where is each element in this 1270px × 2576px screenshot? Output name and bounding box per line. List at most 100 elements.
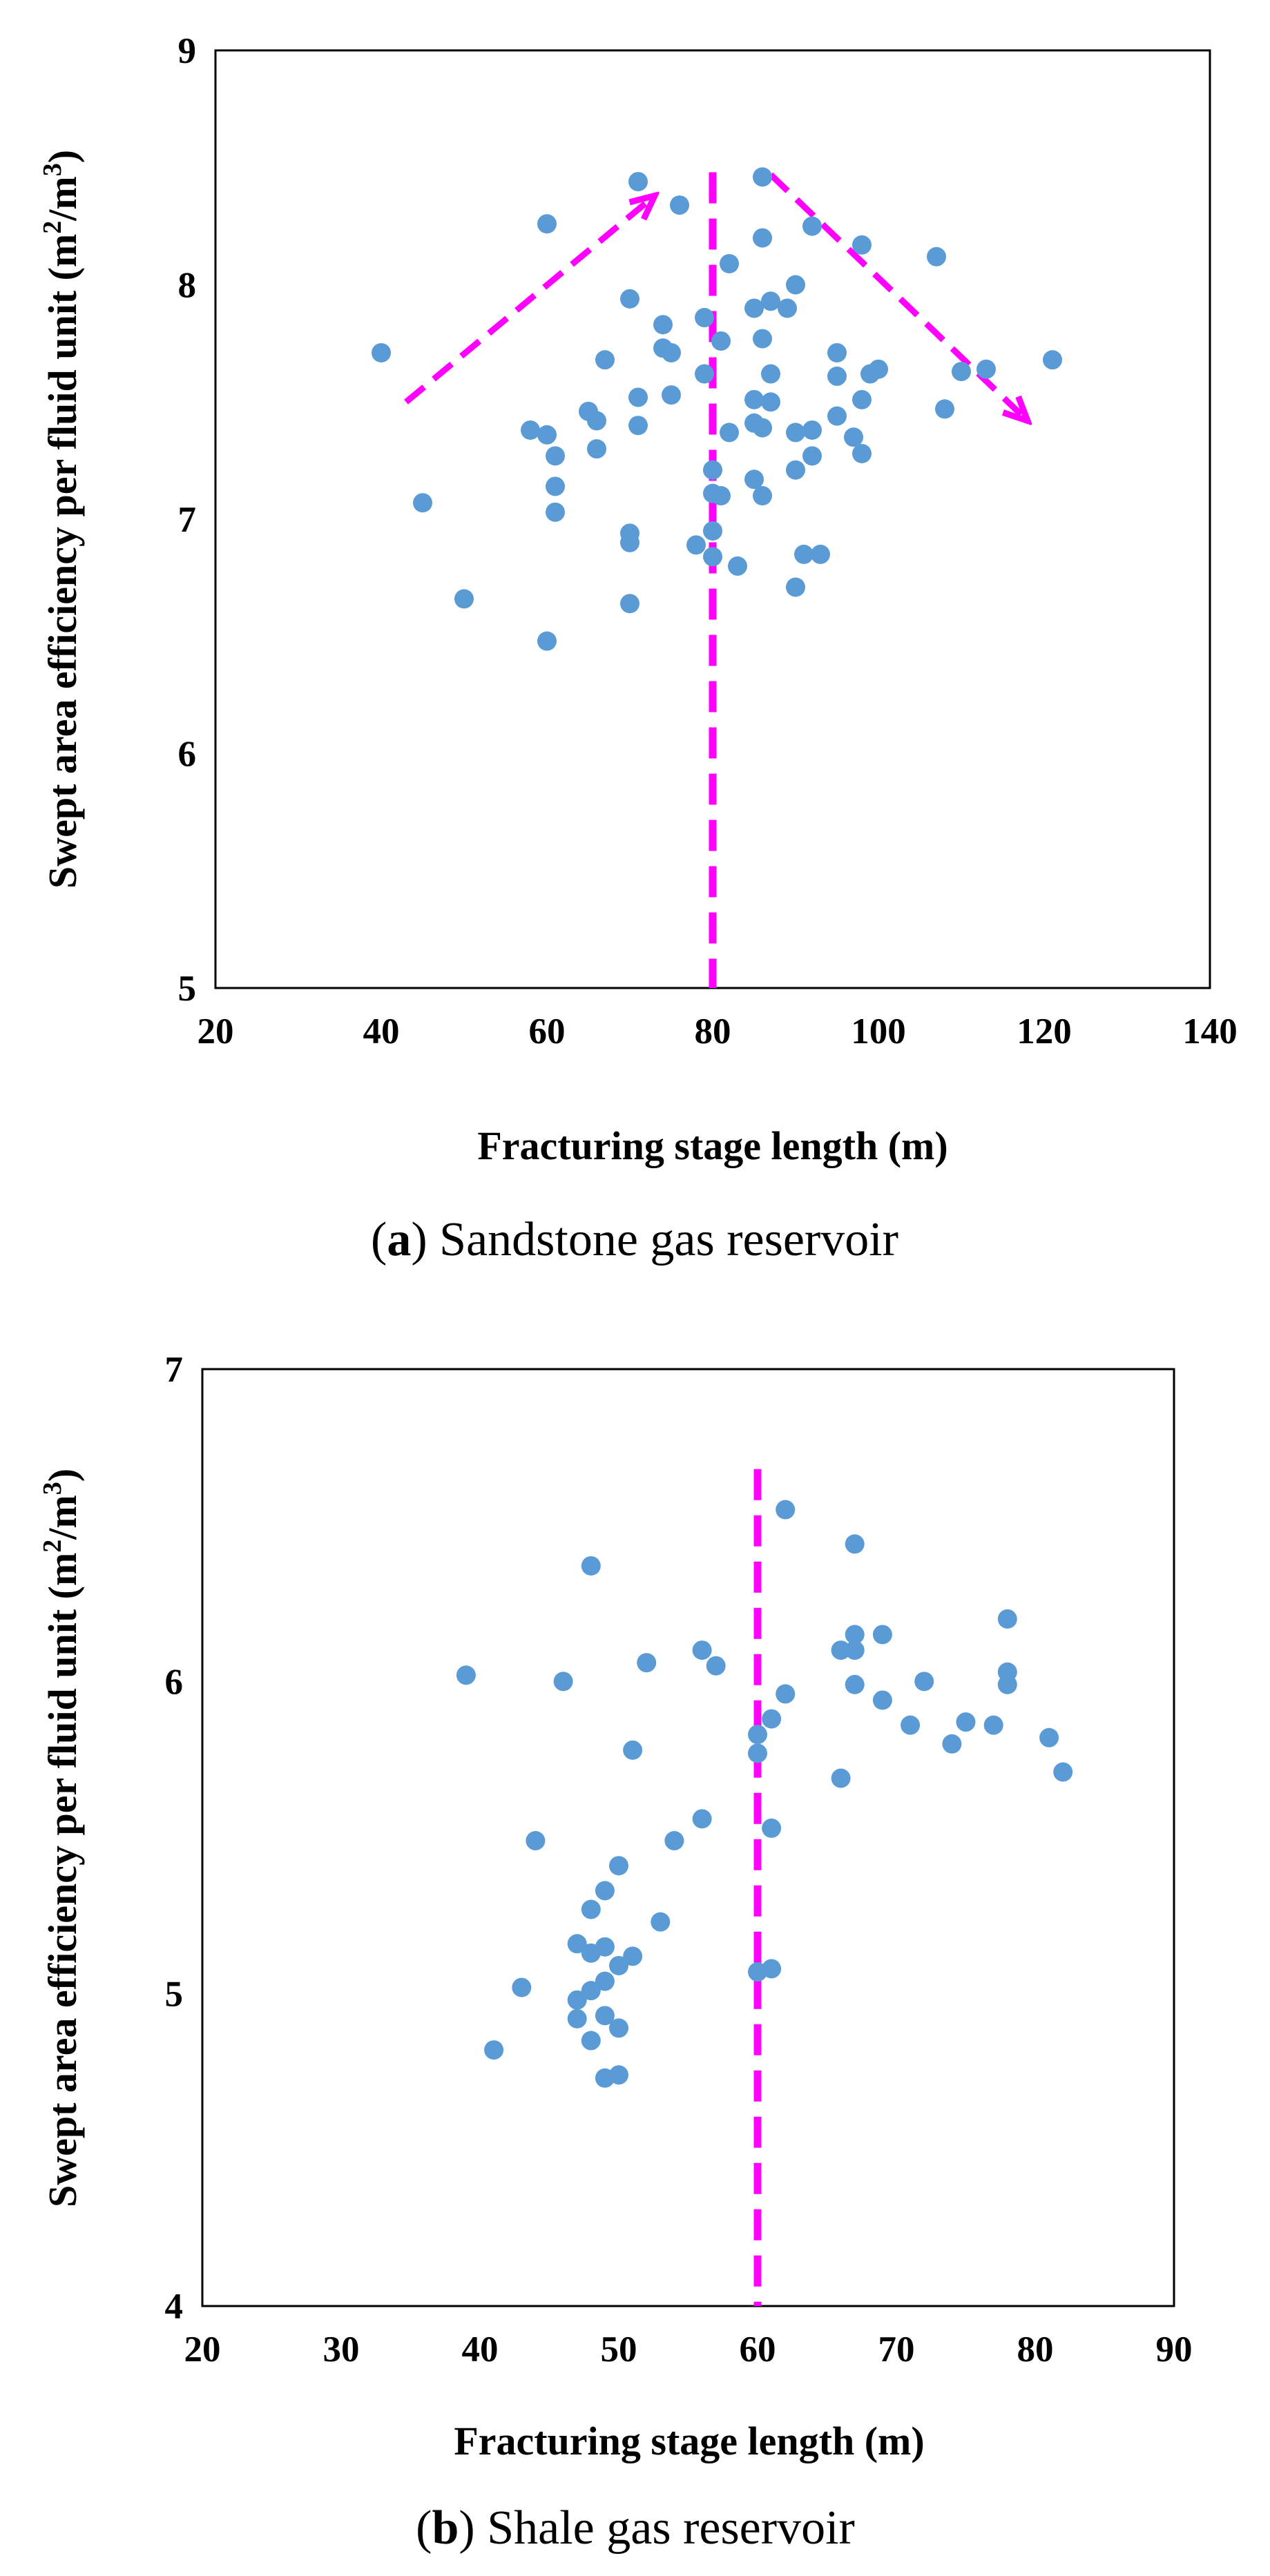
caption-b-letter: b	[432, 2501, 459, 2555]
data-point-a-25	[662, 385, 681, 405]
data-point-a-72	[952, 362, 971, 382]
data-point-b-52	[997, 1609, 1017, 1629]
data-point-a-67	[852, 443, 872, 463]
data-point-a-45	[753, 329, 772, 349]
data-point-a-20	[628, 416, 648, 436]
data-point-a-36	[720, 253, 739, 273]
data-point-b-42	[845, 1625, 865, 1645]
data-point-a-8	[546, 446, 565, 466]
data-point-a-43	[753, 167, 772, 187]
data-point-b-54	[997, 1674, 1017, 1694]
trend-arrow-a-1	[404, 195, 655, 405]
data-point-a-3	[454, 589, 474, 609]
x-tick-label-b-70: 70	[878, 2330, 915, 2370]
data-point-b-20	[609, 1955, 628, 1975]
x-tick-label-a-20: 20	[198, 1011, 234, 1052]
y-axis-label-b-mid: /m	[40, 1495, 85, 1540]
data-point-a-71	[935, 399, 954, 419]
y-axis-label-a-mid: /m	[40, 176, 85, 221]
data-point-b-22	[609, 2065, 628, 2085]
data-point-b-41	[845, 1534, 865, 1554]
data-point-b-21	[609, 2018, 628, 2038]
x-tick-label-b-60: 60	[740, 2330, 776, 2370]
data-point-a-10	[546, 502, 565, 522]
data-point-b-17	[595, 2006, 615, 2026]
y-tick-label-b-5: 5	[165, 1975, 184, 2015]
y-axis-label-b-end: )	[40, 1469, 85, 1482]
data-point-a-17	[620, 532, 639, 552]
x-tick-labels-b: 20 30 40 50 60 70 80 90	[184, 2330, 1193, 2370]
y-axis-label-a-main: Swept area efficiency per fluid unit (m	[40, 234, 85, 889]
data-point-b-10	[581, 1899, 601, 1919]
data-point-a-53	[786, 423, 805, 443]
data-point-b-45	[872, 1625, 892, 1645]
data-point-a-51	[778, 298, 797, 318]
data-point-b-3	[512, 1977, 532, 1997]
data-point-a-62	[827, 366, 847, 386]
data-point-b-30	[706, 1656, 726, 1676]
data-point-a-50	[761, 392, 780, 412]
x-tick-label-b-40: 40	[462, 2330, 499, 2370]
data-point-b-44	[845, 1674, 865, 1694]
y-axis-label-b-sup1: 2	[38, 1540, 67, 1553]
y-tick-labels-a: 5 6 7 8 9	[178, 31, 197, 1009]
data-point-b-6	[567, 1934, 587, 1954]
data-point-b-8	[567, 2008, 587, 2028]
data-point-b-49	[942, 1734, 962, 1754]
data-point-a-31	[703, 521, 722, 541]
y-axis-label-a-sup1: 2	[38, 221, 67, 234]
data-point-a-64	[844, 427, 863, 447]
x-axis-label-b: Fracturing stage length (m)	[454, 2419, 924, 2463]
data-point-b-56	[1053, 1762, 1073, 1782]
y-axis-label-b-main: Swept area efficiency per fluid unit (m	[40, 1553, 85, 2207]
data-point-b-46	[872, 1690, 892, 1710]
data-point-b-51	[983, 1715, 1003, 1735]
data-point-b-23	[623, 1740, 643, 1760]
data-point-b-19	[609, 1856, 628, 1876]
scatter-points-a	[372, 167, 1062, 651]
data-point-a-55	[786, 577, 805, 597]
data-point-a-42	[744, 469, 764, 490]
data-point-b-35	[762, 1818, 782, 1838]
trend-arrow-a-2	[768, 172, 1028, 420]
data-point-a-61	[827, 342, 847, 362]
data-point-a-27	[695, 308, 714, 328]
data-point-b-12	[581, 1981, 601, 2001]
data-point-b-36	[762, 1959, 782, 1979]
data-point-b-2	[484, 2040, 504, 2060]
data-point-b-25	[637, 1653, 657, 1673]
data-point-b-9	[581, 1556, 601, 1576]
data-point-a-56	[794, 544, 814, 564]
data-point-b-15	[595, 1937, 615, 1957]
data-point-a-49	[761, 364, 780, 384]
plot-frame-b	[201, 1368, 1175, 2307]
data-point-b-34	[762, 1709, 782, 1729]
data-point-a-44	[753, 228, 772, 248]
data-point-a-70	[927, 246, 946, 267]
x-tick-label-a-140: 140	[1182, 1011, 1238, 1052]
data-point-a-19	[628, 387, 648, 407]
data-point-a-63	[827, 406, 847, 426]
data-point-a-33	[686, 535, 706, 555]
y-tick-label-a-7: 7	[178, 500, 197, 540]
data-point-a-22	[653, 315, 673, 335]
x-tick-label-b-80: 80	[1017, 2330, 1054, 2370]
data-point-b-16	[595, 1971, 615, 1991]
data-point-a-52	[786, 275, 805, 295]
data-point-a-21	[628, 172, 648, 192]
x-tick-labels-a: 20 40 60 80 100 120 140	[198, 1011, 1238, 1052]
data-point-a-69	[869, 359, 888, 379]
data-point-b-5	[553, 1672, 573, 1692]
data-point-b-38	[776, 1684, 796, 1704]
panel-b: 20 30 40 50 60 70 80 90 4 5 6 7 Fracturing stage l…	[38, 1350, 1193, 2555]
data-point-a-66	[852, 389, 872, 409]
data-point-a-59	[802, 446, 822, 466]
caption-b: (b) Shale gas reservoir	[416, 2501, 855, 2555]
caption-b-text: Shale gas reservoir	[475, 2501, 855, 2555]
data-point-b-24	[623, 1946, 643, 1966]
data-point-a-9	[546, 476, 565, 496]
y-axis-label-a: Swept area efficiency per fluid unit (m2…	[38, 150, 85, 889]
data-point-b-37	[776, 1500, 796, 1520]
data-point-a-40	[744, 389, 764, 409]
